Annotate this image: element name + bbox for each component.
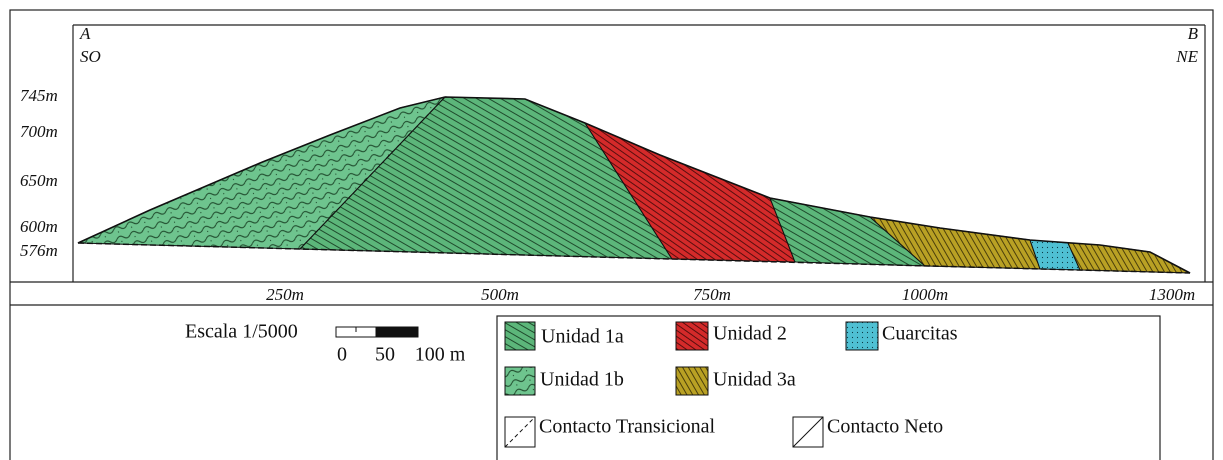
scale-tick: 0: [337, 344, 347, 366]
elevation-label: 700m: [20, 122, 58, 141]
legend-label: Unidad 1b: [540, 369, 624, 391]
point-label: B: [1188, 24, 1199, 43]
legend-label: Cuarcitas: [882, 323, 958, 345]
elevation-label: 745m: [20, 86, 58, 105]
direction-label: SO: [80, 47, 101, 66]
direction-label: NE: [1175, 47, 1198, 66]
legend-label: Unidad 1a: [541, 326, 624, 348]
point-label: A: [79, 24, 91, 43]
elevation-label: 650m: [20, 171, 58, 190]
legend-label: Contacto Transicional: [539, 416, 716, 438]
distance-label: 750m: [693, 285, 731, 304]
distance-label: 1300m: [1149, 285, 1195, 304]
legend-label: Unidad 2: [713, 323, 787, 345]
units: [78, 97, 1190, 273]
scale-title: Escala 1/5000: [185, 321, 298, 343]
elevation-label: 576m: [20, 241, 58, 260]
unit-3a: [1068, 243, 1190, 273]
legend-label: Unidad 3a: [713, 369, 796, 391]
distance-label: 250m: [266, 285, 304, 304]
distance-label: 500m: [481, 285, 519, 304]
elevation-label: 600m: [20, 217, 58, 236]
scale-bar: [336, 327, 418, 337]
cross-section: A SO B NE 745m 700m 650m 600m 576m 250m 500m 7…: [0, 0, 1223, 460]
legend-label: Contacto Neto: [827, 416, 943, 438]
distance-labels: 250m 500m 750m 1000m 1300m: [266, 285, 1195, 304]
elevation-labels: 745m 700m 650m 600m 576m: [20, 86, 58, 260]
legend: Unidad 1a Unidad 2 Cuarcitas Unidad 1b U…: [497, 316, 1160, 460]
distance-label: 1000m: [902, 285, 948, 304]
scale-tick: 100 m: [415, 344, 466, 366]
scale-tick: 50: [375, 344, 395, 366]
